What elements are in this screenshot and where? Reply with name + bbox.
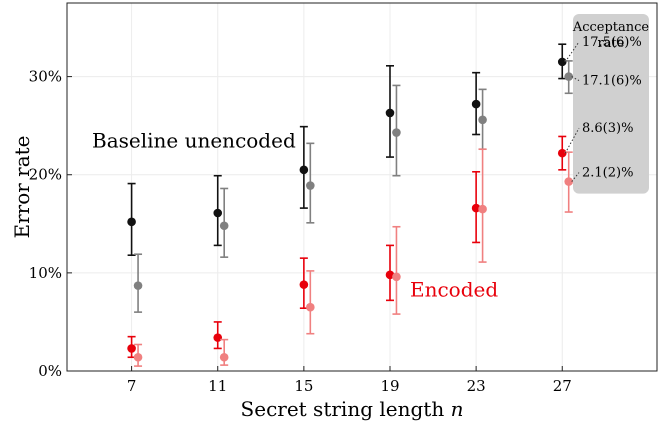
acceptance-rate-labels: Acceptance rate 17.5(6)% 17.1(6)% 8.6(3)% 2…	[564, 20, 650, 182]
data-point	[299, 165, 309, 175]
data-point	[392, 272, 401, 282]
series-baseline-1	[133, 60, 574, 313]
x-axis-title: Secret string length n	[241, 397, 464, 421]
data-point	[564, 72, 574, 81]
y-tick-label: 0%	[38, 362, 62, 380]
data-point	[478, 115, 487, 125]
data-point	[557, 148, 567, 158]
data-point	[306, 302, 315, 312]
acceptance-leader-line	[564, 127, 580, 154]
acceptance-value: 2.1(2)%	[582, 166, 633, 181]
data-point	[385, 270, 395, 280]
x-tick-label: 27	[553, 377, 572, 395]
data-point	[471, 203, 481, 213]
data-point	[127, 344, 136, 353]
data-point	[306, 181, 315, 190]
axis-ticks: 7 11 15 19 23 27 0% 10% 20% 30%	[29, 68, 572, 395]
y-axis-title: Error rate	[10, 135, 34, 238]
data-point	[213, 208, 223, 218]
acceptance-value: 8.6(3)%	[582, 121, 633, 136]
acceptance-leader-line	[571, 76, 580, 82]
acceptance-value: 17.1(6)%	[582, 74, 642, 89]
series-baseline-0	[127, 43, 567, 257]
data-point	[133, 281, 143, 290]
series-encoded-2	[127, 135, 567, 359]
x-tick-label: 23	[467, 377, 486, 395]
y-tick-label: 10%	[29, 264, 62, 282]
y-tick-label: 20%	[29, 166, 62, 184]
baseline-annotation: Baseline unencoded	[92, 128, 296, 152]
acceptance-leader-line	[564, 41, 580, 63]
data-point	[385, 108, 395, 118]
series-encoded-3	[133, 148, 574, 367]
data-point	[471, 99, 481, 109]
data-point	[133, 352, 143, 362]
acceptance-title-line1: Acceptance	[572, 20, 650, 35]
x-tick-label: 19	[380, 377, 399, 395]
encoded-annotation: Encoded	[410, 278, 498, 302]
data-point	[392, 128, 401, 137]
acceptance-title-line2: rate	[598, 36, 625, 51]
x-tick-label: 11	[208, 377, 227, 395]
data-point	[557, 57, 567, 67]
data-point	[219, 221, 229, 231]
acceptance-value: 17.5(6)%	[582, 35, 642, 50]
data-point	[127, 217, 136, 227]
x-tick-label: 15	[294, 377, 313, 395]
acceptance-rate-box	[573, 14, 649, 194]
data-point	[219, 352, 229, 362]
data-point	[299, 280, 309, 289]
data-point	[478, 204, 487, 214]
plot-frame	[66, 2, 658, 372]
data-marks	[127, 43, 574, 367]
data-point	[564, 177, 574, 186]
data-point	[213, 333, 223, 342]
y-tick-label: 30%	[29, 68, 62, 86]
x-tick-label: 7	[127, 377, 137, 395]
